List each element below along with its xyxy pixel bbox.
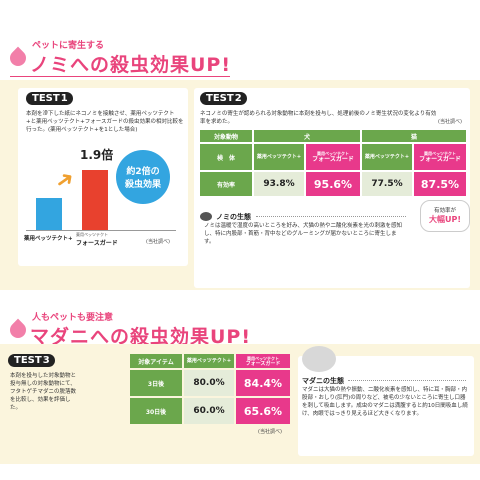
tick-panel: マダニの生態 マダニは大猫の熱や振動、二酸化炭素を感知し、特に耳・胸部・内股部・…	[298, 346, 474, 456]
cat-rate-b: 87.5%	[414, 172, 466, 196]
header-item: 対象アイテム	[130, 354, 182, 368]
row-3days: 3日後	[130, 370, 182, 396]
callout-line1: 有効率が	[433, 208, 456, 214]
row-rate: 有効率	[200, 172, 252, 196]
flea-icon	[200, 212, 212, 221]
tick-title: マダニの生態	[302, 377, 344, 385]
bar-forceguard	[82, 170, 108, 230]
test2-description: ネコノミの寄生が認められる対象動物に本剤を投与し、処理前後のノミ寄生状況の変化よ…	[200, 111, 437, 125]
section1-headline: ノミへの殺虫効果UP!	[30, 54, 232, 76]
30days-b: 65.6%	[236, 398, 290, 424]
header-dog: 犬	[254, 130, 360, 142]
flea-body: ノミは温暖で湿度の高いところを好み、犬猫の熱や二酸化炭素を光の刺激を感知し、特に…	[204, 223, 403, 245]
drop-icon-2	[6, 318, 30, 342]
test3-label: TEST3	[8, 354, 55, 367]
tick-body: マダニは大猫の熱や振動、二酸化炭素を感知し、特に耳・胸部・内股部・おしり(肛門)…	[302, 387, 468, 417]
product-b-small: 薬用ペッツテクト	[76, 232, 108, 237]
bar-petstect	[36, 198, 62, 230]
growth-arrow: ➜	[50, 164, 80, 197]
cat-prod-b: 薬用ペッツテクト フォースガード	[414, 144, 466, 170]
section2-kicker: 人もペットも要注意	[32, 313, 114, 323]
section1-kicker: ペットに寄生する	[32, 41, 105, 51]
badge-line1: 約2倍の	[126, 167, 160, 177]
test1-source: (当社調べ)	[146, 239, 170, 245]
test1-label: TEST1	[26, 92, 73, 105]
callout-line2: 大幅UP!	[428, 215, 461, 224]
cat-prod-a: 薬用ペッツテクト+	[362, 144, 412, 170]
row-sample: 検 体	[200, 144, 252, 170]
3days-b: 84.4%	[236, 370, 290, 396]
tick-icon	[302, 346, 336, 372]
section1-rule	[10, 76, 230, 77]
dog-rate-a: 93.8%	[254, 172, 304, 196]
flea-divider	[256, 216, 406, 217]
header-cat: 猫	[362, 130, 466, 142]
30days-a: 60.0%	[184, 398, 234, 424]
dog-rate-b: 95.6%	[306, 172, 360, 196]
test1-panel: TEST1 本剤を滲下した紙にネコノミを接触させ、薬用ペッツテクト+と薬用ペッツ…	[18, 88, 188, 266]
row-30days: 30日後	[130, 398, 182, 424]
test2-label: TEST2	[200, 92, 247, 105]
test1-axis	[26, 144, 27, 320]
badge-line2: 殺虫効果	[124, 180, 161, 190]
flea-title: ノミの生態	[216, 213, 251, 221]
dog-prod-b: 薬用ペッツテクト フォースガード	[306, 144, 360, 170]
tick-divider	[348, 380, 466, 381]
bar-value-label: 1.9倍	[80, 148, 114, 162]
header-animal: 対象動物	[200, 130, 252, 142]
callout-bubble: 有効率が 大幅UP!	[420, 200, 470, 232]
test3-description: 本剤を投与した対象動物と投与無しの対象動物にて、フタトゲチマダニの脱落数を比較し…	[10, 373, 77, 411]
test2-source: (当社調べ)	[438, 119, 462, 125]
test1-description: 本剤を滲下した紙にネコノミを接触させ、薬用ペッツテクト+と薬用ペッツテクト+フォ…	[26, 111, 184, 133]
product-a-label: 薬用ペッツテクト+	[24, 236, 73, 242]
section2-headline: マダニへの殺虫効果UP!	[30, 326, 252, 348]
3days-a: 80.0%	[184, 370, 234, 396]
chart-baseline	[26, 230, 176, 231]
cat-rate-a: 77.5%	[362, 172, 412, 196]
drop-icon	[6, 46, 30, 70]
dog-prod-a: 薬用ペッツテクト+	[254, 144, 304, 170]
test3-source: (当社調べ)	[258, 429, 282, 435]
product-b-label: フォースガード	[76, 240, 118, 247]
badge-2x: 約2倍の 殺虫効果	[116, 150, 170, 204]
t3-prod-a: 薬用ペッツテクト+	[184, 354, 234, 368]
test2-panel: TEST2 ネコノミの寄生が認められる対象動物に本剤を投与し、処理前後のノミ寄生…	[194, 88, 470, 288]
t3-prod-b: 薬用ペッツテクト フォースガード	[236, 354, 290, 368]
